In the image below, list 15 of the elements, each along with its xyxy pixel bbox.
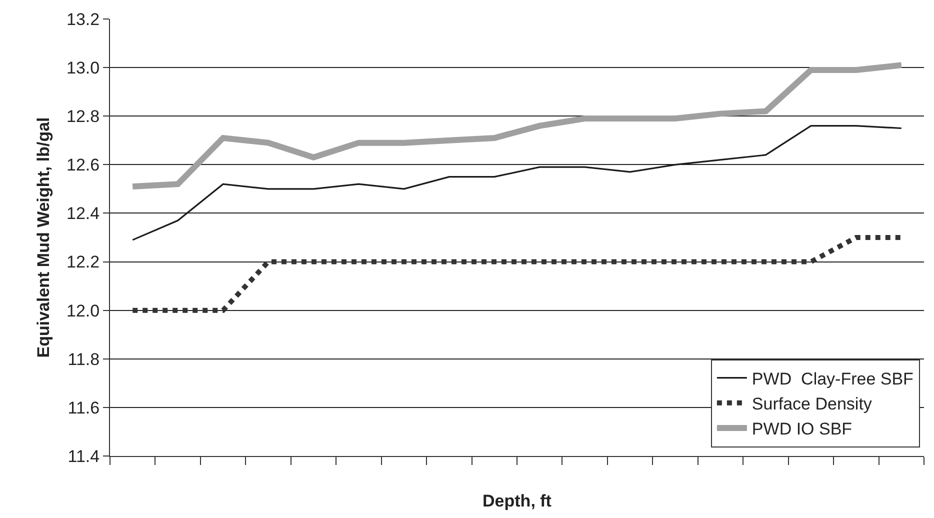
y-tick-label: 11.6: [68, 398, 100, 418]
legend-label: PWD IO SBF: [752, 420, 852, 439]
legend-label: PWD Clay-Free SBF: [752, 369, 914, 388]
y-axis-title: Equivalent Mud Weight, lb/gal: [34, 117, 54, 358]
y-tick-label: 12.4: [66, 204, 100, 224]
y-tick-label: 12.8: [66, 107, 100, 126]
legend-label: Surface Density: [752, 394, 872, 414]
y-tick-label: 12.6: [66, 156, 100, 175]
y-tick-label: 11.8: [68, 350, 100, 369]
y-tick-label: 12.0: [66, 301, 100, 320]
x-axis-title: Depth, ft: [482, 491, 552, 510]
y-tick-label: 13.0: [66, 58, 100, 78]
y-tick-label: 12.2: [66, 252, 100, 272]
y-tick-label: 13.2: [66, 10, 100, 29]
y-tick-label: 11.4: [68, 446, 100, 466]
